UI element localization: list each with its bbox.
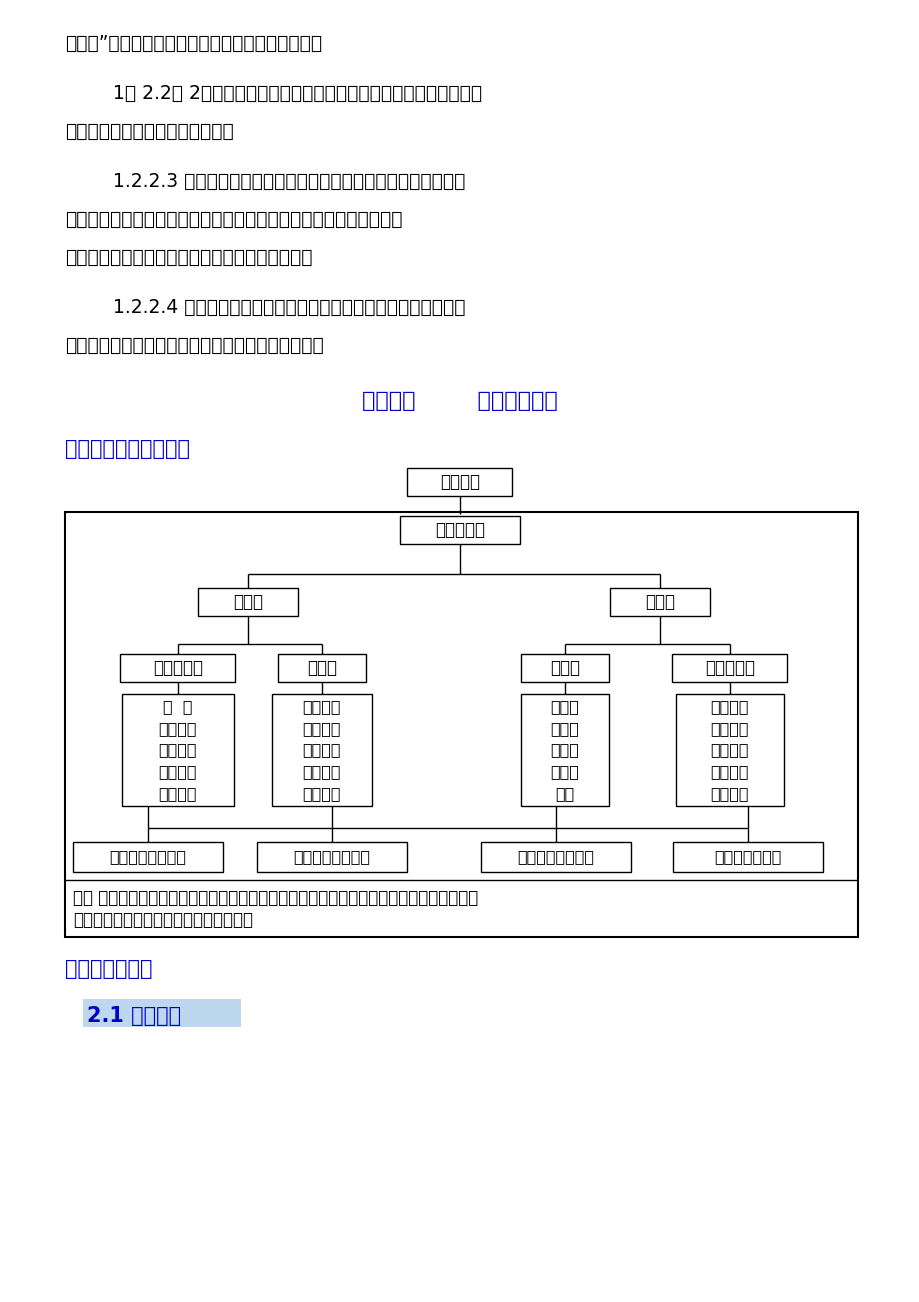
Text: 材料设备部: 材料设备部 xyxy=(704,659,754,677)
Bar xyxy=(256,842,406,872)
Text: 工程技术部: 工程技术部 xyxy=(153,659,203,677)
Text: 技术负责人: 技术负责人 xyxy=(435,521,484,539)
Text: 织各机械及人员等进行施工作业；: 织各机械及人员等进行施工作业； xyxy=(65,122,233,141)
Text: 外围协调作业班组: 外围协调作业班组 xyxy=(109,849,187,865)
Bar xyxy=(65,512,857,937)
Text: 第二部分        施工组织实施: 第二部分 施工组织实施 xyxy=(362,391,557,411)
Text: 一、项目部组织机构：: 一、项目部组织机构： xyxy=(65,439,190,460)
Text: 质安部: 质安部 xyxy=(307,659,336,677)
Text: 材料、成
品采购机
械设备采
购及维修
水电作业: 材料、成 品采购机 械设备采 购及维修 水电作业 xyxy=(710,699,748,801)
Text: 1。 2.2。 2成立现场拆除项目部，根据现场情况及工程安排，合理组: 1。 2.2。 2成立现场拆除项目部，根据现场情况及工程安排，合理组 xyxy=(65,85,482,103)
Text: 合同、安全、成本进行全面管理与控制。: 合同、安全、成本进行全面管理与控制。 xyxy=(73,911,253,930)
Bar xyxy=(407,467,512,496)
Text: 的安全及技术交底，组织工长、安全员及施工人员熟悉和掌握施工范: 的安全及技术交底，组织工长、安全员及施工人员熟悉和掌握施工范 xyxy=(65,210,403,229)
Text: 二、施工布置：: 二、施工布置： xyxy=(65,960,153,979)
Text: 渣土清运作业组: 渣土清运作业组 xyxy=(713,849,781,865)
Bar xyxy=(198,589,298,616)
Text: 1.2.2.3 开工前，参加工程的施工人员认真接受甲方对拆除区域内: 1.2.2.3 开工前，参加工程的施工人员认真接受甲方对拆除区域内 xyxy=(65,172,465,191)
Text: 项目经理: 项目经理 xyxy=(439,473,480,491)
Text: 机械拆除作业班组: 机械拆除作业班组 xyxy=(293,849,370,865)
Text: 办公室: 办公室 xyxy=(644,592,675,611)
Bar xyxy=(122,694,233,806)
Text: 后勤部: 后勤部 xyxy=(550,659,579,677)
Text: 生产生
活服务
劳动工
资文事
财务: 生产生 活服务 劳动工 资文事 财务 xyxy=(550,699,579,801)
Text: 说明 项目经理部执行计划、组织协调、控制、监督、指挥职能，对施工项目的质量、工期、: 说明 项目经理部执行计划、组织协调、控制、监督、指挥职能，对施工项目的质量、工期… xyxy=(73,889,478,907)
Bar xyxy=(73,842,222,872)
Bar xyxy=(520,654,608,682)
Text: 1.2.2.4 拆除时积极采取降尘措施，且保证施工现场低噪音及低粉: 1.2.2.4 拆除时积极采取降尘措施，且保证施工现场低噪音及低粉 xyxy=(65,298,465,316)
Bar xyxy=(609,589,709,616)
Text: 人工拆除作业班组: 人工拆除作业班组 xyxy=(516,849,594,865)
Bar xyxy=(83,999,241,1027)
Bar xyxy=(673,842,823,872)
Bar xyxy=(120,654,235,682)
Bar xyxy=(278,654,366,682)
Text: 围及结构特点，要有严格的安全和施工工艺交底；: 围及结构特点，要有严格的安全和施工工艺交底； xyxy=(65,247,312,267)
Text: 工方案”，用以指导整个工艺流程，保证安全施工；: 工方案”，用以指导整个工艺流程，保证安全施工； xyxy=(65,34,322,53)
Bar xyxy=(400,516,519,544)
Bar xyxy=(481,842,630,872)
Bar xyxy=(672,654,787,682)
Text: 尘施工，确保现场正常施工及人员正常的作息要求。: 尘施工，确保现场正常施工及人员正常的作息要求。 xyxy=(65,336,323,355)
Bar xyxy=(675,694,783,806)
Bar xyxy=(272,694,371,806)
Text: 作业面质
检材料、
成品检验
试验主管
安全监督: 作业面质 检材料、 成品检验 试验主管 安全监督 xyxy=(302,699,341,801)
Text: 2.1 技术准备: 2.1 技术准备 xyxy=(87,1006,181,1026)
Text: 技术室: 技术室 xyxy=(233,592,263,611)
Bar xyxy=(520,694,608,806)
Text: 测  量
合同预算
施工工艺
技术资料
计划统计: 测 量 合同预算 施工工艺 技术资料 计划统计 xyxy=(159,699,197,801)
